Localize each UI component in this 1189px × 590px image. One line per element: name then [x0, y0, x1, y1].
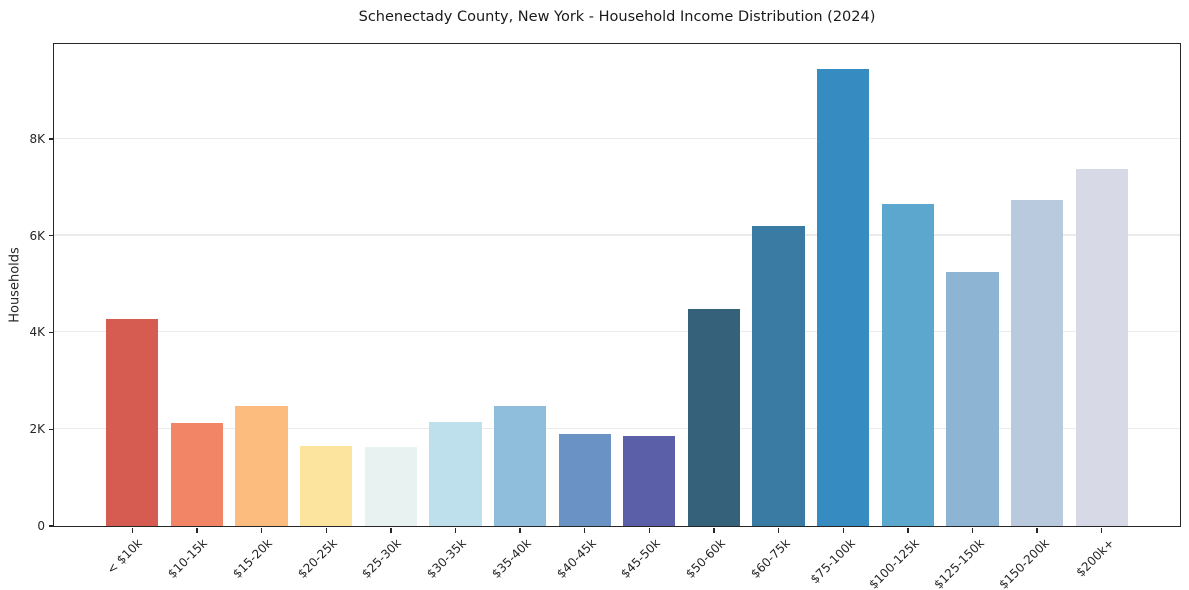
x-tick-label: $200k+ — [1073, 536, 1117, 580]
bar-slot — [1069, 44, 1134, 533]
y-tick-label: 8K — [29, 131, 45, 146]
bar — [946, 271, 999, 526]
x-tick-mark — [454, 528, 457, 533]
bars-container — [54, 44, 1180, 533]
x-tick-mark — [260, 528, 263, 533]
bar-slot — [940, 44, 1005, 533]
bar — [623, 436, 676, 526]
y-tick-mark — [49, 428, 54, 430]
x-tick-mark — [1101, 528, 1103, 533]
bar — [1075, 168, 1128, 526]
bar-slot — [294, 44, 359, 533]
bar — [300, 445, 353, 526]
gridline — [54, 234, 1180, 236]
bar — [493, 406, 547, 526]
x-tick-label: $75-100k — [807, 536, 858, 587]
x-tick-label: $30-35k — [424, 536, 470, 581]
y-tick-mark — [49, 234, 54, 237]
bar — [429, 421, 482, 526]
x-tick-mark — [842, 528, 844, 533]
x-tick-label: $60-75k — [747, 536, 793, 581]
bar-slot — [1005, 44, 1070, 533]
x-tick-mark — [971, 528, 974, 533]
bar-slot — [746, 44, 811, 533]
y-tick-mark — [49, 138, 54, 140]
x-tick-mark — [131, 528, 134, 533]
x-tick-label: $15-20k — [229, 536, 275, 581]
bar — [752, 225, 805, 526]
bar-slot — [811, 44, 876, 533]
x-tick-label: $100-125k — [866, 536, 923, 590]
y-tick-mark — [49, 331, 54, 334]
x-tick-mark — [648, 528, 651, 533]
x-tick-mark — [713, 528, 715, 533]
bar — [170, 423, 224, 526]
bar-slot — [552, 44, 617, 533]
bar — [106, 319, 159, 526]
bar — [1010, 199, 1064, 526]
bar-slot — [876, 44, 941, 533]
bar-slot — [165, 44, 230, 533]
plot-area: 0 2K 4K 6K 8K — [29, 43, 1181, 533]
y-tick-label: 6K — [29, 228, 45, 243]
bar-slot — [359, 44, 424, 533]
y-tick-label: 4K — [29, 325, 45, 340]
y-tick-label: 2K — [29, 422, 45, 437]
x-tick-label: $125-150k — [931, 536, 988, 590]
x-tick-label: $20-25k — [294, 536, 340, 581]
x-tick-label: $150-200k — [996, 536, 1052, 590]
x-tick-mark — [777, 528, 780, 533]
bar-slot — [617, 44, 682, 533]
bar — [881, 204, 934, 526]
bar — [687, 309, 741, 526]
bar — [235, 405, 288, 526]
x-tick-mark — [390, 528, 392, 533]
bar — [558, 433, 611, 526]
x-tick-label: $25-30k — [359, 536, 405, 581]
x-tick-label: $10-15k — [165, 536, 211, 581]
y-tick-label: 0 — [37, 519, 45, 533]
x-tick-label: $50-60k — [683, 536, 729, 581]
x-tick-mark — [907, 528, 909, 533]
chart-title: Schenectady County, New York - Household… — [358, 9, 876, 25]
x-tick-label: $35-40k — [488, 536, 534, 581]
bar — [817, 68, 870, 526]
x-tick-mark — [519, 528, 521, 533]
y-tick-mark — [49, 525, 54, 527]
bar-slot — [682, 44, 747, 533]
gridline — [54, 428, 1180, 430]
bar — [364, 446, 417, 526]
x-tick-mark — [1036, 528, 1038, 533]
x-tick-label: < $10k — [104, 536, 146, 577]
x-tick-mark — [196, 528, 198, 533]
x-tick-label: $40-45k — [553, 536, 599, 581]
bar-slot — [229, 44, 294, 533]
y-axis-label: Households — [7, 247, 23, 323]
x-tick-label: $45-50k — [618, 536, 664, 581]
x-axis-labels: < $10k $10-15k $15-20k $20-25k $25-30k $30-35… — [53, 536, 1181, 590]
gridline — [54, 137, 1180, 139]
x-tick-mark — [584, 528, 586, 533]
bar-slot — [423, 44, 488, 533]
gridline — [54, 331, 1180, 333]
bar-slot — [100, 44, 165, 533]
x-tick-mark — [325, 528, 327, 533]
bar-slot — [488, 44, 553, 533]
